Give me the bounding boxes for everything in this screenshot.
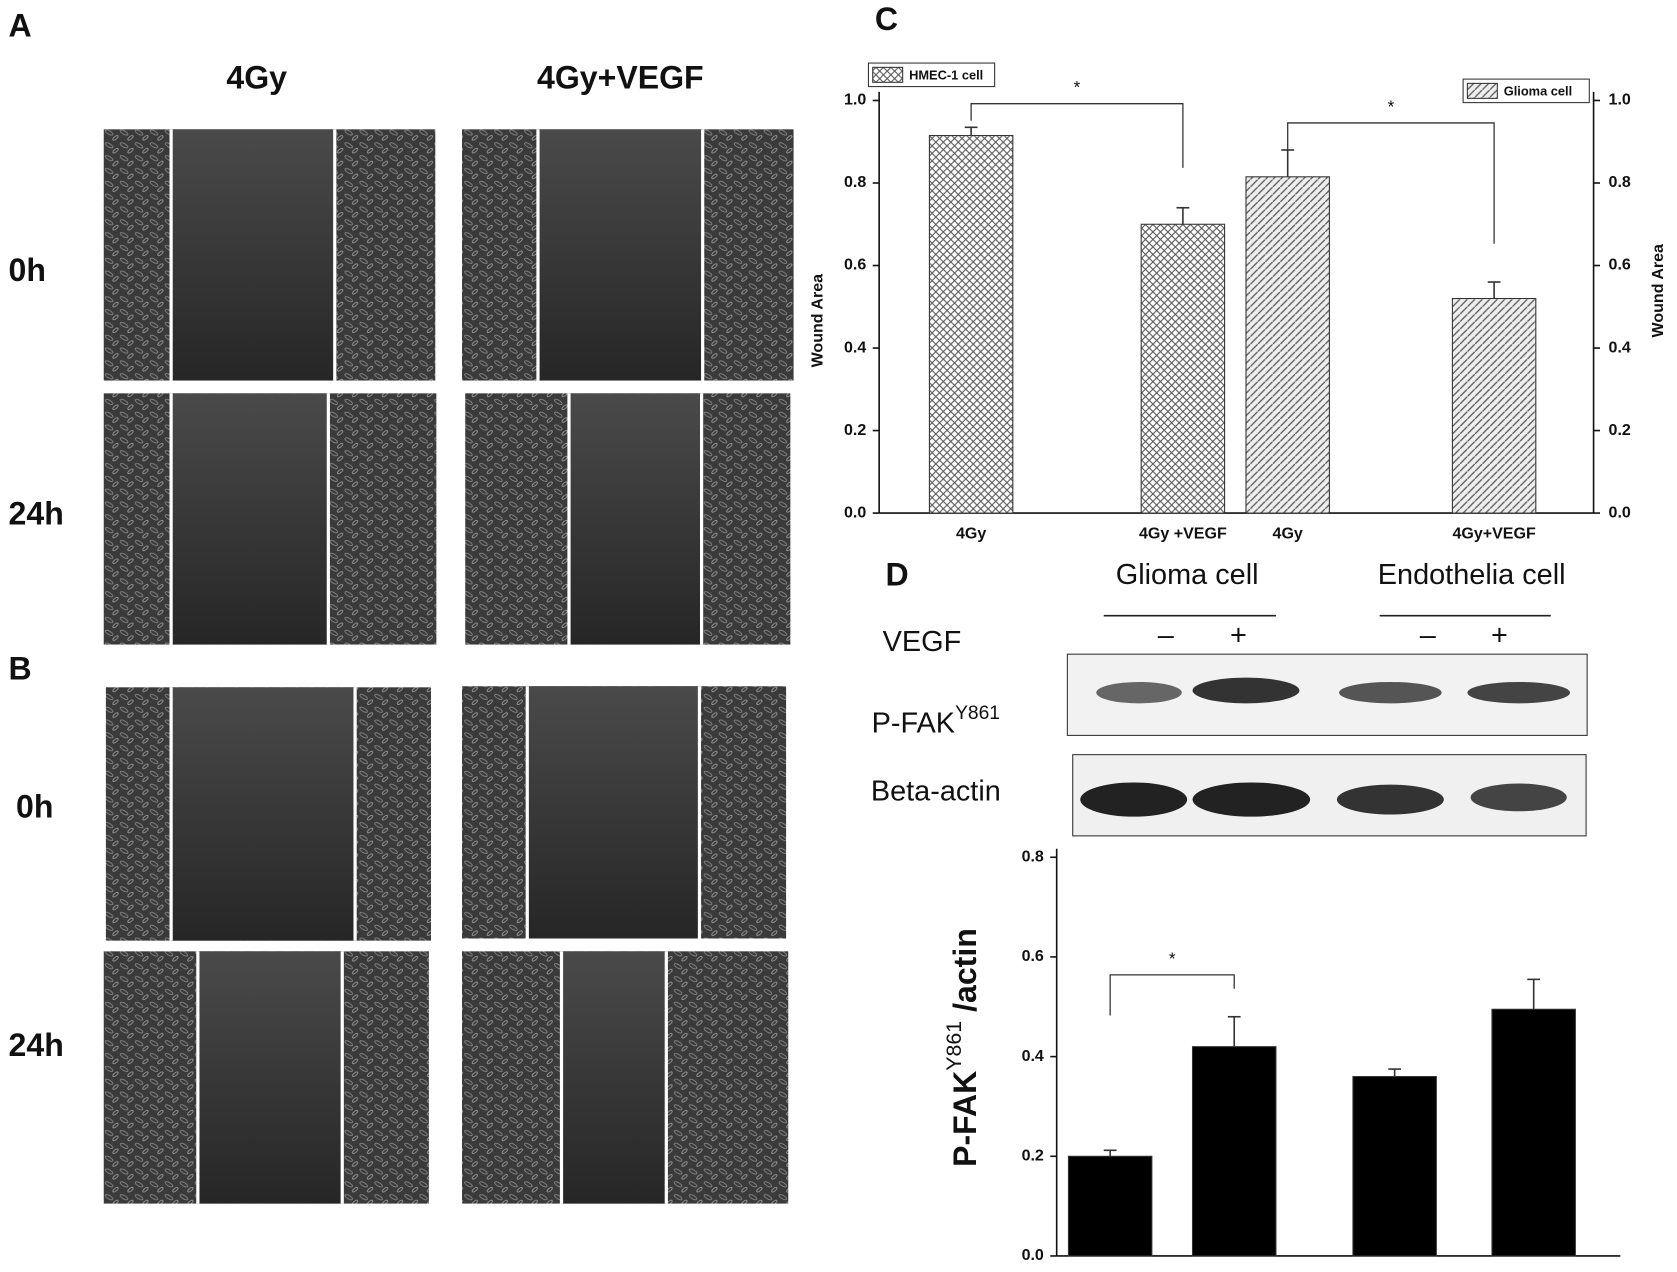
row-label: 0h (9, 252, 46, 288)
blot-row-label: Beta-actin (871, 776, 1001, 808)
y2-tick-label: 0.8 (1609, 173, 1631, 191)
y-tick-label: 0.4 (844, 338, 866, 356)
sign: + (1491, 620, 1508, 652)
y-tick-label: 1.0 (844, 91, 866, 109)
significance-bracket (1287, 122, 1495, 244)
sign: + (1230, 620, 1247, 652)
micrographs (103, 129, 794, 1204)
significance-star: * (1388, 97, 1395, 116)
column-label: 4Gy (226, 60, 287, 96)
protein: P-FAK (872, 707, 955, 739)
y-tick-label: 0.2 (844, 421, 866, 439)
legend-swatch (872, 66, 904, 83)
y-tick-label: 0.4 (1022, 1047, 1044, 1065)
y-tick-label: 0.8 (844, 173, 866, 191)
y-axis-label: Wound Area (808, 273, 826, 367)
significance-bracket (970, 103, 1184, 168)
bar (1451, 297, 1537, 514)
bar (1067, 1155, 1153, 1257)
blot-row-label: P-FAKY861 (872, 703, 1000, 739)
panel-label: D (886, 557, 909, 593)
y2-tick-label: 0.6 (1609, 256, 1631, 274)
treatment-label: VEGF (883, 626, 962, 658)
x-tick-label: 4Gy (956, 525, 986, 543)
y-tick-label: 0.6 (1022, 947, 1044, 965)
superscript: Y861 (955, 703, 1000, 724)
y2-tick-label: 1.0 (1609, 91, 1631, 109)
row-label: 24h (9, 1027, 64, 1063)
panel-label: A (9, 7, 32, 43)
wound-gap (561, 951, 667, 1204)
group-label: Glioma cell (1116, 559, 1259, 591)
wound-gap (537, 129, 703, 381)
wound-gap (171, 687, 356, 941)
x-tick-label: 4Gy +VEGF (1139, 525, 1227, 543)
wound-gap (197, 951, 343, 1204)
band (1096, 681, 1182, 704)
y-tick-label: 0.6 (844, 256, 866, 274)
sign: – (1420, 620, 1437, 652)
band (1339, 681, 1442, 704)
y2-tick-label: 0.2 (1609, 421, 1631, 439)
y-tick-label: 0.8 (1022, 848, 1044, 866)
wound-gap (171, 129, 335, 381)
panel-label: C (875, 1, 898, 37)
bar (1352, 1076, 1437, 1257)
y-axis-label-text: /actin (947, 928, 983, 1021)
wound-gap (171, 393, 329, 645)
legend-label: Glioma cell (1504, 83, 1572, 98)
legend-swatch (1466, 82, 1498, 99)
bar (1191, 1046, 1277, 1257)
x-tick-label: 4Gy+VEGF (1452, 525, 1535, 543)
y2-tick-label: 0.0 (1609, 503, 1631, 521)
band (1080, 782, 1188, 817)
legend-box (867, 62, 996, 88)
panel-label: B (9, 651, 32, 687)
y2-tick-label: 0.4 (1609, 338, 1631, 356)
x-tick-label: 4Gy (1273, 525, 1303, 543)
band (1192, 677, 1300, 704)
significance-bracket (1109, 974, 1235, 1016)
wound-gap (527, 686, 700, 939)
y-tick-label: 0.0 (844, 503, 866, 521)
row-label: 24h (9, 496, 64, 532)
significance-star: * (1169, 949, 1176, 968)
y-tick-label: 0.2 (1022, 1147, 1044, 1165)
legend-label: HMEC-1 cell (909, 67, 983, 82)
y-axis-label-text: P-FAK (947, 1071, 983, 1167)
y-axis-label-sup: Y861 (942, 1021, 966, 1071)
group-label: Endothelia cell (1378, 559, 1566, 591)
bar (928, 135, 1014, 514)
wound-gap (568, 393, 702, 645)
band (1467, 681, 1571, 704)
bar (1245, 176, 1330, 514)
band (1192, 782, 1311, 817)
column-label: 4Gy+VEGF (537, 60, 704, 96)
legend-box (1462, 78, 1590, 104)
bar (1491, 1008, 1576, 1257)
sign: – (1158, 620, 1175, 652)
y-axis-label: P-FAKY861 /actin (942, 928, 984, 1167)
bar (1140, 223, 1226, 514)
row-label: 0h (16, 789, 53, 825)
band (1470, 783, 1567, 812)
band (1336, 784, 1444, 815)
significance-star: * (1074, 78, 1081, 97)
y2-axis-label: Wound Area (1649, 243, 1667, 337)
y-tick-label: 0.0 (1022, 1246, 1044, 1264)
